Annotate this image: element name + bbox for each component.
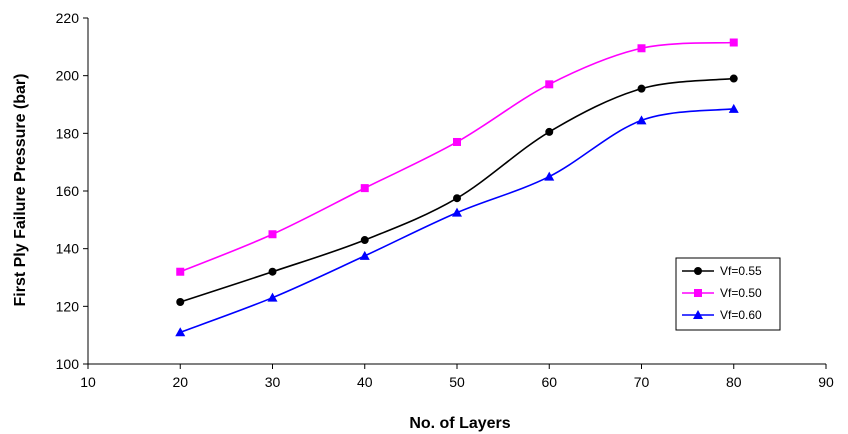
legend-marker bbox=[694, 267, 702, 275]
x-tick-label: 30 bbox=[265, 374, 281, 390]
y-tick-label: 100 bbox=[56, 356, 80, 372]
data-point bbox=[360, 236, 369, 245]
x-axis-title: No. of Layers bbox=[409, 415, 510, 432]
data-point bbox=[268, 230, 277, 239]
legend-item: Vf=0.60 bbox=[682, 308, 762, 322]
data-point bbox=[544, 171, 555, 181]
legend-label: Vf=0.55 bbox=[720, 264, 762, 278]
y-tick-label: 120 bbox=[56, 298, 80, 314]
data-point bbox=[545, 80, 554, 89]
series-2 bbox=[176, 38, 738, 276]
x-tick-label: 80 bbox=[726, 374, 742, 390]
data-point bbox=[452, 207, 462, 217]
x-tick-label: 20 bbox=[172, 374, 188, 390]
y-tick-label: 220 bbox=[56, 10, 80, 26]
data-point bbox=[545, 127, 554, 136]
y-axis-ticks: 100 120 140 160 180 200 220 bbox=[56, 10, 88, 372]
data-point bbox=[175, 327, 186, 337]
x-tick-label: 60 bbox=[541, 374, 557, 390]
legend-marker bbox=[693, 310, 703, 319]
y-tick-label: 200 bbox=[56, 68, 80, 84]
x-tick-label: 10 bbox=[80, 374, 96, 390]
data-point bbox=[453, 137, 461, 146]
x-axis-ticks: 10 20 30 40 50 60 70 80 90 bbox=[80, 364, 834, 390]
legend-label: Vf=0.50 bbox=[720, 286, 762, 300]
data-point bbox=[729, 38, 738, 47]
series-layer bbox=[175, 38, 739, 337]
data-point bbox=[729, 74, 738, 83]
y-tick-label: 180 bbox=[56, 125, 80, 141]
legend-box bbox=[675, 257, 781, 331]
data-point bbox=[268, 267, 277, 276]
data-point bbox=[728, 103, 739, 113]
y-tick-label: 140 bbox=[56, 241, 80, 257]
data-point bbox=[267, 292, 278, 302]
data-point bbox=[176, 298, 185, 307]
legend: Vf=0.55 Vf=0.50 Vf=0.60 bbox=[675, 257, 781, 331]
x-tick-label: 40 bbox=[357, 374, 373, 390]
data-point bbox=[176, 267, 185, 276]
data-point bbox=[636, 115, 647, 125]
legend-marker bbox=[694, 289, 702, 297]
series-line bbox=[180, 77, 734, 303]
legend-label: Vf=0.60 bbox=[720, 308, 762, 322]
data-point bbox=[453, 194, 461, 203]
x-tick-label: 50 bbox=[449, 374, 465, 390]
data-point bbox=[360, 184, 369, 193]
y-axis-title: First Ply Failure Pressure (bar) bbox=[12, 74, 29, 307]
x-tick-label: 90 bbox=[818, 374, 834, 390]
x-tick-label: 70 bbox=[634, 374, 650, 390]
data-point bbox=[637, 84, 646, 93]
legend-item: Vf=0.55 bbox=[682, 264, 762, 278]
series-line bbox=[179, 41, 734, 273]
data-point bbox=[637, 44, 646, 53]
data-point bbox=[359, 250, 370, 260]
y-tick-label: 160 bbox=[56, 183, 80, 199]
legend-item: Vf=0.50 bbox=[682, 286, 762, 300]
series-1 bbox=[176, 74, 738, 307]
series-3 bbox=[175, 103, 739, 337]
